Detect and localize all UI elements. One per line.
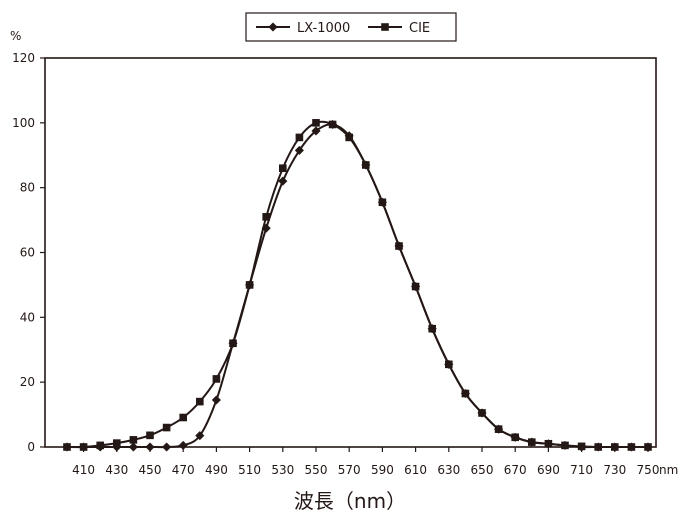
square-marker [395,242,403,250]
legend-diamond-marker [268,22,278,32]
legend-entry: CIE [368,21,430,36]
y-tick-label: 20 [20,375,35,389]
x-tick-label: 410 [72,463,95,477]
y-tick-label: 80 [20,181,35,195]
y-tick-label: 100 [12,116,35,130]
series-markers [62,119,653,452]
y-tick-label: 0 [27,440,35,454]
y-axis-unit-label: % [10,29,21,43]
x-tick-label: 530 [271,463,294,477]
legend-entry: LX-1000 [256,21,350,36]
x-tick-label: 430 [105,463,128,477]
series-markers [63,119,652,451]
series-lx-1000 [62,119,653,452]
x-tick-label: 510 [238,463,261,477]
square-marker [96,441,104,450]
square-marker [295,133,304,142]
diamond-marker [128,442,139,452]
legend-label: LX-1000 [297,21,350,36]
square-marker [411,282,420,291]
diamond-marker [211,395,222,405]
legend-square-marker [381,23,389,31]
series-cie [63,119,652,451]
x-tick-label: 550 [305,463,328,477]
square-marker [511,433,519,442]
x-tick-label: 570 [338,463,361,477]
y-tick-label: 40 [20,310,35,324]
x-tick-label: 450 [139,463,162,477]
square-marker [445,360,453,369]
square-marker [328,120,337,129]
square-marker [627,443,636,451]
x-tick-label: 610 [404,463,427,477]
square-marker [162,423,171,432]
square-marker [494,425,503,433]
square-marker [262,213,270,221]
y-tick-label: 120 [12,51,35,65]
square-marker [461,389,470,398]
x-axis-title: 波長（nm） [294,489,406,513]
square-marker [561,441,569,450]
square-marker [644,443,652,451]
x-tick-label: 670 [504,463,527,477]
square-marker [345,133,353,142]
axes-layer: 0 20 40 60 80 100 120 410 430 450 470 490 510 530 550 5… [12,51,678,477]
x-axis-unit-label: nm [659,463,678,477]
square-marker [63,443,71,451]
x-tick-label: 710 [570,463,593,477]
square-marker [428,324,436,333]
legend: LX-1000 CIE [245,12,457,42]
square-marker [378,198,387,207]
square-marker [362,161,370,169]
legend-label: CIE [409,21,430,36]
x-tick-label: 750 [637,463,660,477]
series-line [66,120,648,449]
x-tick-label: 630 [437,463,460,477]
diamond-marker [294,145,305,156]
diamond-marker [278,176,288,186]
y-tick-label: 60 [20,246,35,260]
x-tick-label: 730 [603,463,626,477]
square-marker [611,443,619,451]
square-marker [229,339,237,348]
square-marker [577,442,586,451]
diamond-marker [311,126,321,136]
diamond-marker [161,442,172,452]
square-marker [312,119,320,127]
square-marker [544,439,553,448]
diamond-marker [195,431,205,441]
square-marker [129,436,138,444]
series-layer [62,119,653,452]
diamond-marker [178,440,188,451]
x-tick-label: 470 [172,463,195,477]
square-marker [179,413,187,422]
square-marker [113,439,121,447]
square-marker [594,443,602,451]
square-marker [528,438,536,446]
square-marker [478,409,486,417]
square-marker [245,281,254,289]
square-marker [146,431,154,440]
square-marker [196,397,204,406]
plot-frame [44,57,657,448]
x-tick-label: 650 [471,463,494,477]
x-tick-label: 490 [205,463,228,477]
x-tick-label: 590 [371,463,394,477]
series-line [67,123,648,449]
square-marker [79,443,88,451]
x-tick-label: 690 [537,463,560,477]
square-marker [279,164,287,173]
diamond-marker [145,442,155,452]
square-marker [212,375,221,383]
